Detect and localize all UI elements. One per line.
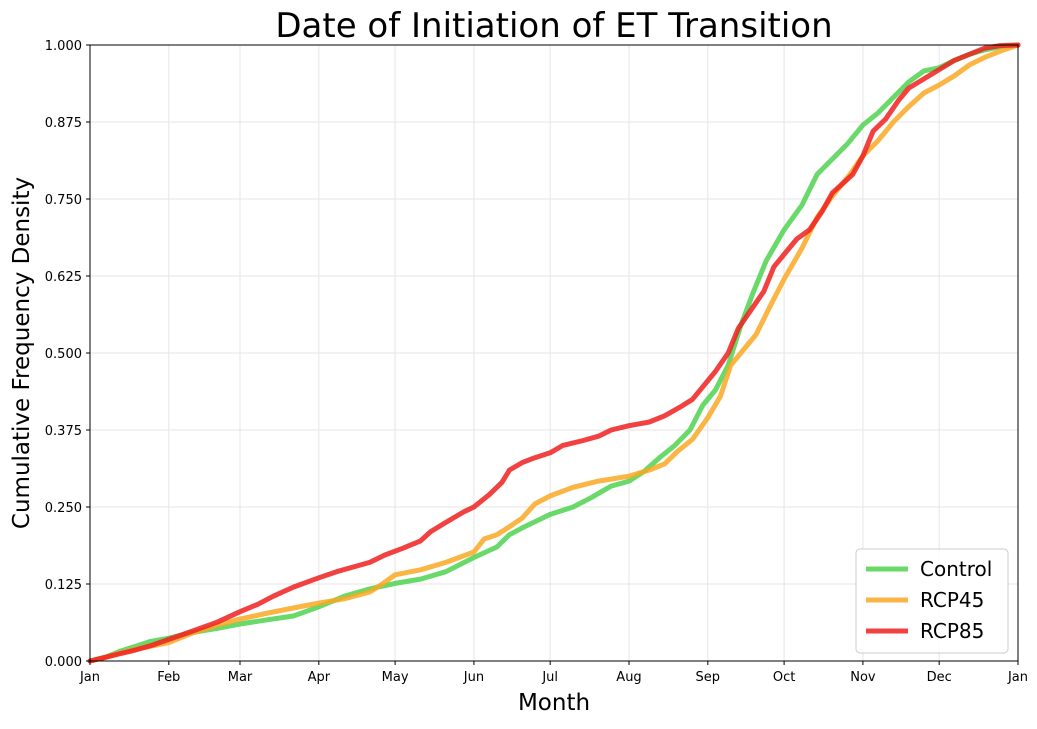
x-tick-label: Jul: [541, 670, 558, 685]
legend-label-control: Control: [920, 557, 992, 581]
y-axis-label: Cumulative Frequency Density: [9, 177, 35, 529]
series-lines: [87, 42, 1021, 664]
x-tick-label: Jun: [463, 670, 484, 685]
x-tick-label: Sep: [696, 670, 721, 685]
x-tick-label: Jan: [1007, 670, 1028, 685]
legend-box: [855, 548, 1009, 654]
chart-title: Date of Initiation of ET Transition: [275, 6, 832, 46]
legend: Control RCP45 RCP85: [855, 548, 1009, 654]
x-tick-label: Feb: [157, 670, 180, 685]
x-tick-label: May: [382, 670, 409, 685]
x-tick-label: Apr: [308, 670, 331, 685]
y-tick-label: 0.875: [45, 116, 82, 131]
legend-label-rcp85: RCP85: [920, 619, 984, 643]
y-tick-label: 0.000: [45, 655, 82, 670]
y-tick-label: 0.375: [45, 424, 82, 439]
y-tick-label: 0.250: [45, 501, 82, 516]
y-tick-label: 0.500: [45, 347, 82, 362]
y-tick-label: 0.125: [45, 578, 82, 593]
series-line-rcp45: [87, 42, 1021, 664]
x-tick-label: Aug: [616, 670, 641, 685]
x-tick-label: Jan: [79, 670, 100, 685]
ticks: Jan Feb Mar Apr May Jun Jul Aug Sep Oct Nov Dec Jan0…: [45, 39, 1028, 685]
legend-label-rcp45: RCP45: [920, 588, 984, 612]
x-tick-label: Nov: [850, 670, 876, 685]
x-tick-label: Mar: [228, 670, 253, 685]
x-axis-label: Month: [518, 690, 590, 716]
x-tick-label: Oct: [773, 670, 795, 685]
y-tick-label: 0.625: [45, 270, 82, 285]
x-tick-label: Dec: [927, 670, 952, 685]
y-tick-label: 0.750: [45, 193, 82, 208]
y-tick-label: 1.000: [45, 39, 82, 54]
series-line-rcp85: [87, 42, 1021, 664]
